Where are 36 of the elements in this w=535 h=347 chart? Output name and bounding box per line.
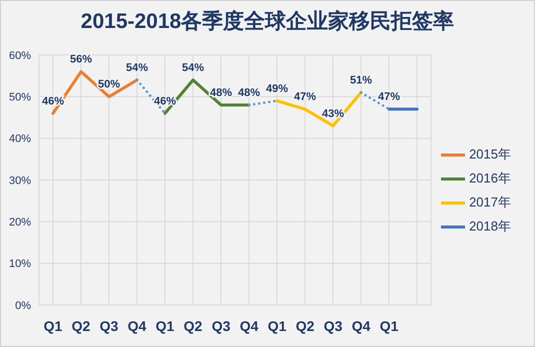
line-series bbox=[276, 91, 363, 128]
x-tick-label: Q4 bbox=[128, 318, 147, 334]
x-tick-label: Q4 bbox=[352, 318, 371, 334]
chart-title: 2015-2018各季度全球企业家移民拒签率 bbox=[80, 8, 456, 35]
x-tick-label: Q3 bbox=[324, 318, 343, 334]
data-label: 47% bbox=[294, 91, 316, 104]
x-tick-label: Q4 bbox=[240, 318, 259, 334]
data-label: 54% bbox=[126, 62, 148, 74]
x-tick-label: Q2 bbox=[184, 318, 203, 334]
x-tick-label: Q1 bbox=[44, 318, 63, 334]
data-label: 49% bbox=[266, 82, 288, 95]
y-tick-label: 20% bbox=[8, 216, 32, 229]
y-tick-label: 30% bbox=[8, 174, 32, 187]
legend-label: 2015年 bbox=[469, 146, 511, 162]
y-tick-label: 40% bbox=[8, 133, 32, 146]
x-tick-label: Q1 bbox=[156, 318, 175, 334]
x-tick-label: Q3 bbox=[212, 318, 231, 334]
x-tick-label: Q1 bbox=[268, 318, 287, 334]
legend-label: 2017年 bbox=[469, 194, 511, 210]
y-tick-label: 60% bbox=[8, 50, 32, 62]
x-tick-label: Q2 bbox=[296, 318, 315, 334]
y-tick-label: 0% bbox=[15, 300, 32, 312]
x-tick-label: Q1 bbox=[380, 318, 399, 334]
y-tick-label: 50% bbox=[8, 92, 32, 104]
x-tick-label: Q3 bbox=[100, 318, 119, 334]
data-label: 51% bbox=[350, 74, 372, 86]
data-label: 47% bbox=[378, 91, 400, 104]
legend-label: 2016年 bbox=[469, 170, 511, 186]
data-label: 48% bbox=[238, 87, 260, 99]
legend-label: 2018年 bbox=[469, 218, 511, 234]
data-label: 48% bbox=[210, 87, 232, 99]
y-tick-label: 10% bbox=[8, 258, 32, 270]
x-tick-label: Q2 bbox=[72, 318, 91, 334]
data-label: 50% bbox=[98, 78, 120, 91]
data-label: 54% bbox=[182, 62, 204, 74]
data-label: 56% bbox=[70, 54, 92, 66]
